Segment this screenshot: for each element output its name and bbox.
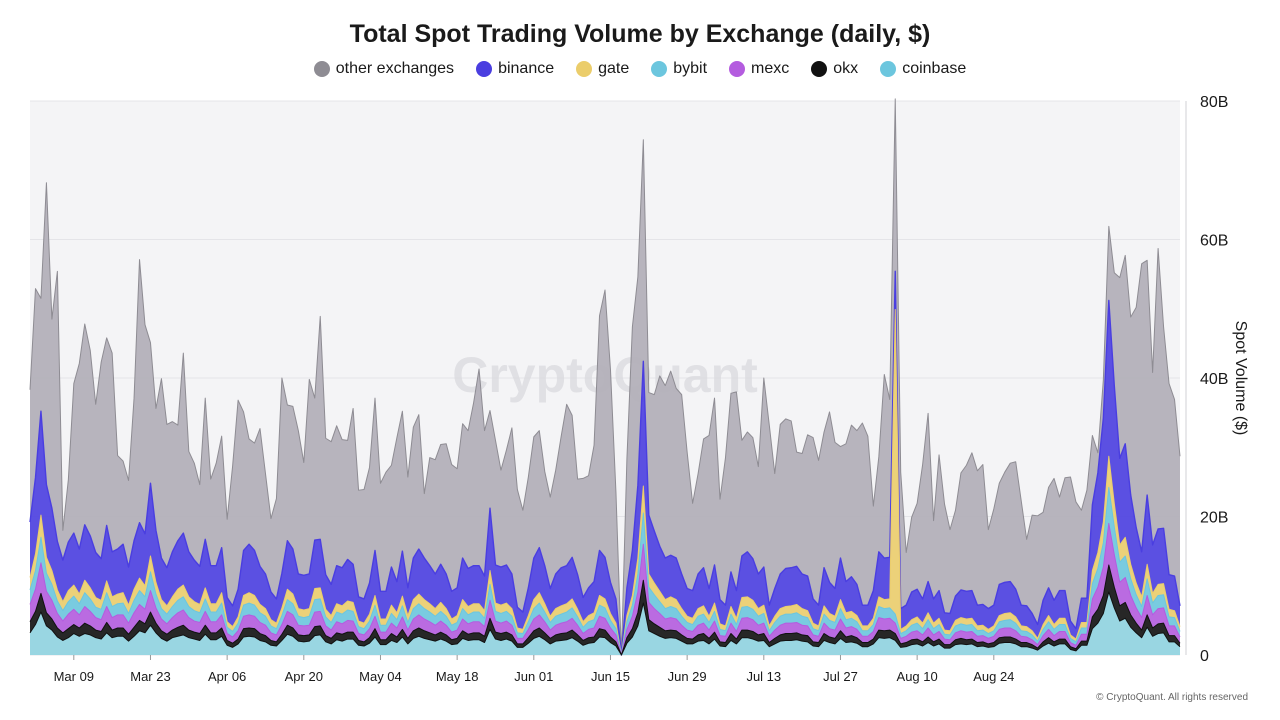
series-line-coinbase — [29, 591, 1181, 656]
legend-label: binance — [498, 60, 555, 77]
series-area-gate — [30, 309, 1180, 655]
series-line-other-exchanges — [29, 98, 1181, 656]
y-tick-label: 40B — [1200, 371, 1228, 388]
legend-dot-icon — [811, 61, 828, 77]
legend-label: other exchanges — [335, 60, 455, 77]
x-tick-label: May 18 — [436, 669, 479, 684]
legend-item-binance[interactable]: binance — [476, 60, 554, 78]
legend-dot-icon — [476, 61, 493, 77]
legend-label: coinbase — [902, 60, 967, 77]
x-tick-label: Apr 06 — [208, 669, 246, 684]
x-tick-label: Apr 20 — [285, 669, 323, 684]
series-line-gate — [29, 308, 1181, 656]
legend-dot-icon — [880, 61, 897, 77]
legend-dot-icon — [313, 61, 330, 77]
series-line-mexc — [29, 522, 1181, 656]
y-axis-label: Spot Volume ($) — [1232, 321, 1249, 436]
legend-dot-icon — [576, 61, 593, 77]
legend-item-bybit[interactable]: bybit — [651, 60, 707, 78]
legend-item-other-exchanges[interactable]: other exchanges — [313, 60, 455, 78]
x-tick-label: May 04 — [359, 669, 402, 684]
x-tick-label: Jul 27 — [823, 669, 858, 684]
series-area-bybit — [30, 487, 1180, 655]
series-line-okx — [29, 564, 1181, 656]
x-tick-label: Mar 23 — [130, 669, 170, 684]
y-tick-label: 80B — [1200, 94, 1228, 111]
x-tick-label: Jun 01 — [514, 669, 553, 684]
series-area-mexc — [30, 523, 1180, 655]
series-area-binance — [30, 271, 1180, 655]
legend-dot-icon — [729, 61, 746, 77]
x-tick-label: Jul 13 — [746, 669, 781, 684]
y-tick-label: 60B — [1200, 233, 1228, 250]
x-tick-label: Aug 10 — [897, 669, 938, 684]
x-tick-label: Aug 24 — [973, 669, 1014, 684]
legend-item-coinbase[interactable]: coinbase — [880, 60, 966, 78]
legend: other exchanges binance gate bybit mexc … — [0, 60, 1280, 78]
legend-item-mexc[interactable]: mexc — [729, 60, 789, 78]
x-tick-label: Jun 15 — [591, 669, 630, 684]
series-area-other-exchanges — [30, 98, 1180, 656]
series-line-binance — [29, 270, 1181, 656]
legend-dot-icon — [651, 61, 668, 77]
legend-label: okx — [833, 60, 859, 77]
legend-label: mexc — [751, 60, 790, 77]
legend-label: bybit — [673, 60, 708, 77]
y-tick-label: 20B — [1200, 510, 1228, 527]
legend-label: gate — [598, 60, 630, 77]
legend-item-gate[interactable]: gate — [576, 60, 629, 78]
legend-item-okx[interactable]: okx — [811, 60, 858, 78]
x-tick-label: Mar 09 — [54, 669, 94, 684]
series-line-bybit — [29, 486, 1181, 656]
y-tick-label: 0 — [1200, 648, 1209, 665]
series-area-okx — [30, 564, 1180, 655]
chart-title: Total Spot Trading Volume by Exchange (d… — [349, 20, 931, 48]
copyright-notice: © CryptoQuant. All rights reserved — [1096, 692, 1248, 703]
x-tick-label: Jun 29 — [668, 669, 707, 684]
